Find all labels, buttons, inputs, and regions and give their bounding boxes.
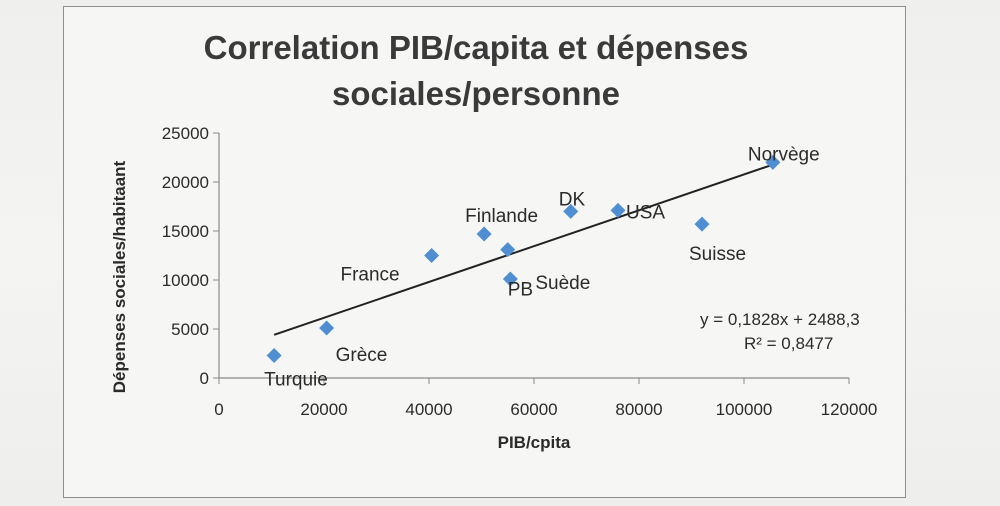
point-label-france: France	[340, 265, 399, 286]
point-label-norvege: Norvège	[748, 144, 820, 165]
point-dk	[563, 203, 579, 219]
x-tick-label: 0	[214, 400, 223, 419]
y-axis-title: Dépenses sociales/habitaant	[110, 160, 129, 393]
point-usa	[610, 202, 626, 218]
point-finlande	[476, 226, 492, 242]
x-tick-label: 20000	[300, 400, 347, 419]
trendline-r2: R² = 0,8477	[744, 334, 833, 353]
y-tick-label: 15000	[162, 222, 209, 241]
point-label-grece: Grèce	[336, 345, 388, 366]
y-tick-label: 25000	[162, 124, 209, 143]
point-turquie	[266, 347, 282, 363]
point-label-finlande: Finlande	[465, 206, 538, 227]
trendline	[273, 163, 774, 336]
trendline-group	[273, 163, 774, 336]
x-tick-label: 40000	[405, 400, 452, 419]
chart-frame: Correlation PIB/capita et dépenses socia…	[63, 6, 906, 498]
point-label-dk: DK	[559, 189, 586, 210]
point-norvege	[765, 154, 781, 170]
x-tick-label: 60000	[510, 400, 557, 419]
y-tick-label: 20000	[162, 173, 209, 192]
point-grece	[319, 320, 335, 336]
scatter-chart: Correlation PIB/capita et dépenses socia…	[110, 29, 878, 452]
point-suede	[502, 271, 518, 287]
point-label-pb: PB	[508, 280, 533, 301]
point-label-turquie: Turquie	[264, 369, 328, 390]
point-pb	[500, 242, 516, 258]
chart-title-line-2: sociales/personne	[332, 75, 620, 112]
points-group	[266, 154, 781, 363]
x-axis-title: PIB/cpita	[498, 433, 571, 452]
y-tick-label: 5000	[171, 320, 209, 339]
y-tick-label: 10000	[162, 271, 209, 290]
point-label-suisse: Suisse	[689, 244, 746, 265]
point-labels-group: Turquie Grèce France Finlande PB Suède DK USA Su…	[264, 144, 820, 390]
x-tick-label: 80000	[615, 400, 662, 419]
axes: 0 5000 10000 15000 20000 25000 0 20000 40000 6000…	[162, 124, 878, 419]
x-tick-label: 120000	[821, 400, 878, 419]
chart-title-line-1: Correlation PIB/capita et dépenses	[204, 29, 749, 66]
trendline-equation: y = 0,1828x + 2488,3	[700, 310, 860, 329]
point-france	[424, 248, 440, 263]
y-tick-label: 0	[200, 369, 209, 388]
point-label-suede: Suède	[535, 273, 590, 294]
x-tick-label: 100000	[716, 400, 773, 419]
point-label-usa: USA	[626, 202, 665, 223]
point-suisse	[694, 216, 710, 232]
